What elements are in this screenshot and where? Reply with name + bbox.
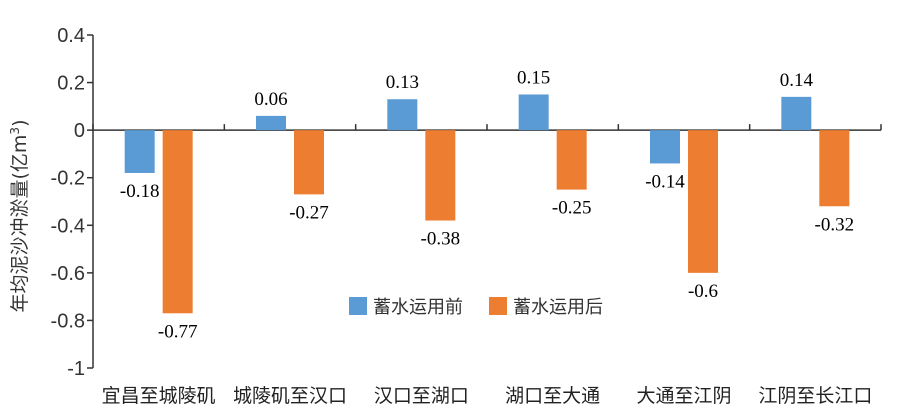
y-tick-label: -1: [67, 358, 85, 380]
y-axis-title-unit-close: ): [9, 120, 31, 127]
x-tick-label: 汉口至湖口: [374, 385, 469, 407]
y-axis-title-text: 年均泥沙冲淤量: [9, 179, 31, 312]
y-axis-title-unit-sup: 3: [8, 127, 22, 135]
data-label: -0.77: [158, 321, 198, 342]
data-label: -0.38: [421, 229, 461, 250]
bar-before: [650, 130, 680, 164]
bar-after: [688, 130, 718, 273]
data-label: 0.15: [517, 67, 550, 88]
x-tick-label: 江阴至长江口: [758, 385, 872, 407]
x-tick-label: 宜昌至城陵矶: [102, 385, 216, 407]
legend: 蓄水运用前 蓄水运用后: [349, 297, 603, 318]
legend-label: 蓄水运用前: [373, 297, 463, 318]
y-tick-label: -0.6: [51, 263, 85, 285]
y-axis-title-unit: (亿m: [9, 135, 31, 180]
bar-after: [294, 130, 324, 195]
bar-after: [819, 130, 850, 207]
y-tick-label: -0.8: [51, 310, 85, 332]
x-tick-label: 大通至江阴: [636, 385, 731, 407]
bar-before: [387, 99, 418, 131]
y-tick-label: 0.4: [57, 25, 85, 47]
legend-swatch: [349, 297, 367, 315]
data-label: -0.25: [552, 198, 592, 219]
data-label: 0.14: [780, 70, 814, 91]
data-label: -0.27: [289, 202, 329, 223]
x-tick-label: 湖口至大通: [505, 385, 600, 407]
y-tick-label: 0.2: [57, 73, 85, 95]
labels: 宜昌至城陵矶 城陵矶至汉口 汉口至湖口 湖口至大通 大通至江阴 江阴至长江口 -0.18 0.…: [102, 67, 873, 407]
bar-before: [124, 130, 155, 173]
bar-after: [556, 130, 587, 190]
data-label: -0.32: [815, 214, 855, 235]
bar-before: [256, 115, 286, 131]
y-axis-title: 年均泥沙冲淤量(亿m3): [8, 120, 31, 313]
bar-before: [781, 96, 812, 131]
data-label: 0.13: [386, 72, 419, 93]
y-tick-label: -0.2: [51, 168, 85, 190]
y-tick-label: -0.4: [51, 215, 85, 237]
legend-swatch: [489, 297, 507, 315]
data-label: 0.06: [254, 89, 287, 110]
legend-label: 蓄水运用后: [513, 297, 603, 318]
bar-before: [518, 94, 549, 131]
x-tick-label: 城陵矶至汉口: [233, 385, 347, 407]
axes: 0.4 0.2 0 -0.2 -0.4 -0.6 -0.8 -1: [51, 25, 882, 380]
y-tick-label: 0: [74, 120, 85, 142]
bar-after: [162, 130, 193, 314]
bars: [124, 94, 850, 314]
bar-after: [425, 130, 456, 221]
data-label: -0.18: [120, 181, 160, 202]
data-label: -0.14: [645, 171, 685, 192]
data-label: -0.6: [688, 281, 718, 302]
